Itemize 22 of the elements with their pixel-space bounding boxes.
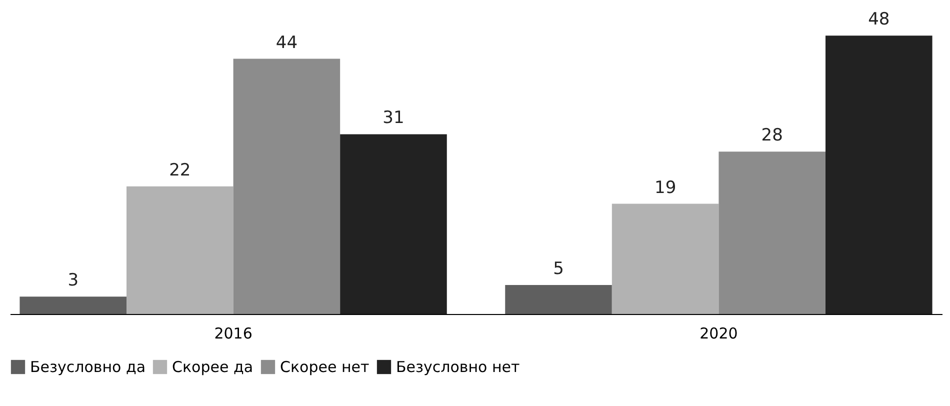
bar <box>20 296 126 314</box>
legend-label: Скорее да <box>172 358 254 376</box>
bar <box>612 204 719 314</box>
data-label: 3 <box>68 270 79 291</box>
data-label: 22 <box>169 160 191 180</box>
x-tick-label: 2016 <box>214 324 252 342</box>
x-tick-label: 2020 <box>700 324 738 342</box>
bar <box>233 58 340 314</box>
bar <box>505 285 612 314</box>
bar <box>126 186 234 314</box>
data-label: 5 <box>553 259 564 279</box>
data-label: 31 <box>382 108 404 128</box>
data-label: 48 <box>868 10 890 30</box>
bar <box>340 134 447 314</box>
data-label: 19 <box>654 178 676 198</box>
data-label: 28 <box>761 126 783 146</box>
legend-label: Безусловно нет <box>396 358 520 376</box>
legend-label: Скорее нет <box>280 358 370 376</box>
bar <box>826 36 932 314</box>
bar <box>718 152 826 314</box>
legend-label: Безусловно да <box>30 358 146 376</box>
data-label: 44 <box>276 32 298 53</box>
